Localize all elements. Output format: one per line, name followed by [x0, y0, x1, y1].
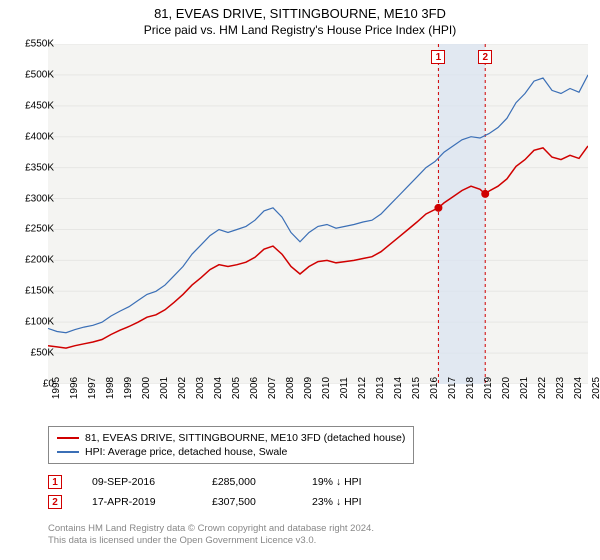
- legend-label: HPI: Average price, detached house, Swal…: [85, 446, 287, 458]
- x-tick-label: 2009: [303, 377, 314, 399]
- x-tick-label: 2025: [591, 377, 600, 399]
- y-tick-label: £150K: [25, 286, 54, 297]
- x-tick-label: 1997: [87, 377, 98, 399]
- footnote-line: Contains HM Land Registry data © Crown c…: [48, 523, 374, 535]
- x-tick-label: 2001: [159, 377, 170, 399]
- x-tick-label: 2022: [537, 377, 548, 399]
- x-tick-label: 2016: [429, 377, 440, 399]
- x-tick-label: 2019: [483, 377, 494, 399]
- x-tick-label: 2000: [141, 377, 152, 399]
- chart-title: 81, EVEAS DRIVE, SITTINGBOURNE, ME10 3FD: [0, 0, 600, 21]
- sale-diff: 19% ↓ HPI: [312, 476, 362, 488]
- x-tick-label: 2003: [195, 377, 206, 399]
- x-tick-label: 2005: [231, 377, 242, 399]
- y-tick-label: £450K: [25, 100, 54, 111]
- footnote-line: This data is licensed under the Open Gov…: [48, 535, 374, 547]
- y-tick-label: £250K: [25, 224, 54, 235]
- x-tick-label: 2012: [357, 377, 368, 399]
- legend-swatch-icon: [57, 437, 79, 439]
- x-tick-label: 2015: [411, 377, 422, 399]
- sale-date: 17-APR-2019: [92, 496, 182, 508]
- x-tick-label: 2006: [249, 377, 260, 399]
- chart-svg: [48, 44, 588, 384]
- x-tick-label: 2011: [339, 377, 350, 399]
- sale-date: 09-SEP-2016: [92, 476, 182, 488]
- legend: 81, EVEAS DRIVE, SITTINGBOURNE, ME10 3FD…: [48, 426, 414, 464]
- table-row: 1 09-SEP-2016 £285,000 19% ↓ HPI: [48, 472, 362, 492]
- x-tick-label: 2008: [285, 377, 296, 399]
- x-tick-label: 2002: [177, 377, 188, 399]
- x-tick-label: 2014: [393, 377, 404, 399]
- legend-swatch-icon: [57, 451, 79, 453]
- y-tick-label: £400K: [25, 131, 54, 142]
- y-tick-label: £50K: [31, 348, 54, 359]
- legend-row: HPI: Average price, detached house, Swal…: [57, 445, 405, 459]
- y-tick-label: £200K: [25, 255, 54, 266]
- y-tick-label: £550K: [25, 39, 54, 50]
- y-tick-label: £350K: [25, 162, 54, 173]
- sale-diff: 23% ↓ HPI: [312, 496, 362, 508]
- x-tick-label: 2024: [573, 377, 584, 399]
- x-tick-label: 2017: [447, 377, 458, 399]
- y-tick-label: £300K: [25, 193, 54, 204]
- sales-table: 1 09-SEP-2016 £285,000 19% ↓ HPI 2 17-AP…: [48, 472, 362, 512]
- x-tick-label: 2004: [213, 377, 224, 399]
- sale-price: £307,500: [212, 496, 282, 508]
- x-tick-label: 1995: [51, 377, 62, 399]
- x-tick-label: 1998: [105, 377, 116, 399]
- chart-container: 81, EVEAS DRIVE, SITTINGBOURNE, ME10 3FD…: [0, 0, 600, 560]
- legend-label: 81, EVEAS DRIVE, SITTINGBOURNE, ME10 3FD…: [85, 432, 405, 444]
- sale-marker-flag-icon: 1: [431, 50, 445, 64]
- y-tick-label: £100K: [25, 317, 54, 328]
- x-tick-label: 2023: [555, 377, 566, 399]
- sale-marker-icon: 1: [48, 475, 62, 489]
- chart-subtitle: Price paid vs. HM Land Registry's House …: [0, 21, 600, 41]
- plot-area: [48, 44, 588, 384]
- sale-marker-flag-icon: 2: [478, 50, 492, 64]
- x-tick-label: 2010: [321, 377, 332, 399]
- x-tick-label: 1999: [123, 377, 134, 399]
- x-tick-label: 2021: [519, 377, 530, 399]
- sale-marker-icon: 2: [48, 495, 62, 509]
- x-tick-label: 2013: [375, 377, 386, 399]
- x-tick-label: 1996: [69, 377, 80, 399]
- x-tick-label: 2020: [501, 377, 512, 399]
- footnote: Contains HM Land Registry data © Crown c…: [48, 523, 374, 548]
- x-tick-label: 2018: [465, 377, 476, 399]
- table-row: 2 17-APR-2019 £307,500 23% ↓ HPI: [48, 492, 362, 512]
- y-tick-label: £500K: [25, 69, 54, 80]
- legend-row: 81, EVEAS DRIVE, SITTINGBOURNE, ME10 3FD…: [57, 431, 405, 445]
- sale-price: £285,000: [212, 476, 282, 488]
- x-tick-label: 2007: [267, 377, 278, 399]
